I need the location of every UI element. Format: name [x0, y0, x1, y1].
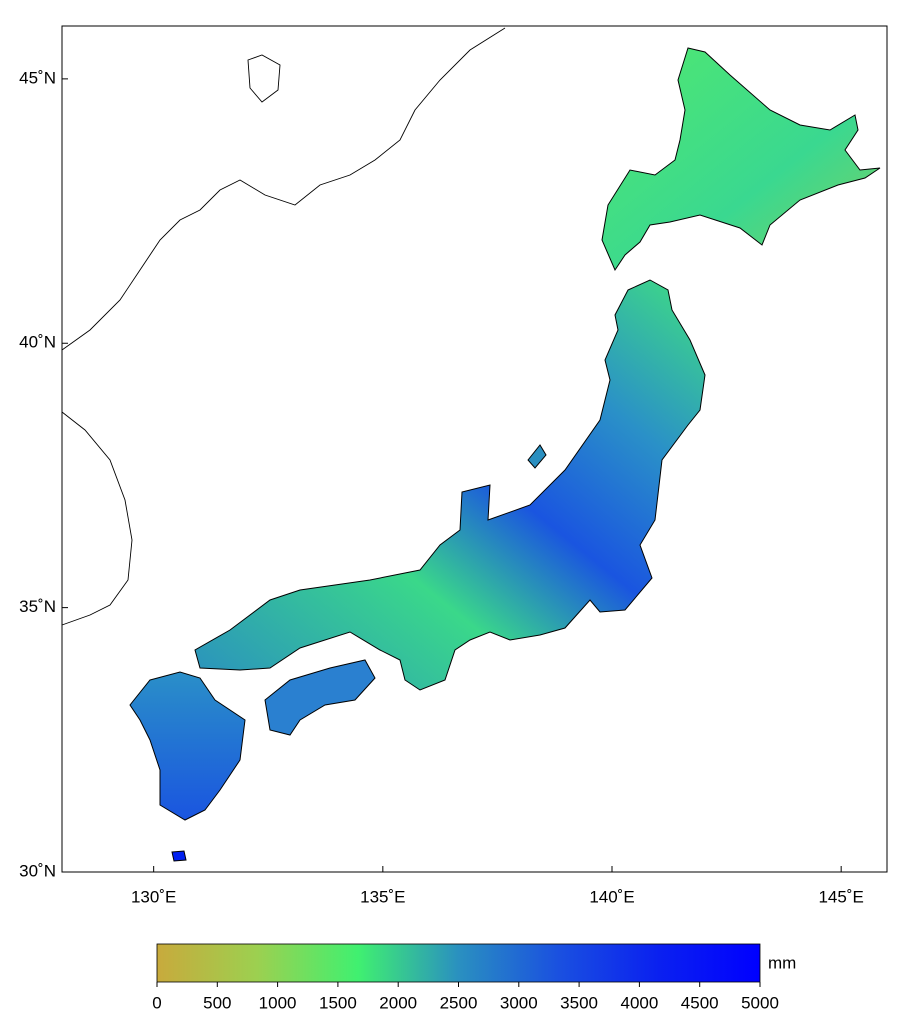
x-tick-label: 140˚E	[589, 887, 634, 906]
colorbar-tick-label: 2500	[440, 993, 478, 1012]
colorbar	[156, 943, 761, 983]
colorbar-tick-label: 3000	[500, 993, 538, 1012]
colorbar-tick-label: 3500	[560, 993, 598, 1012]
map-frame	[61, 25, 888, 873]
colorbar-tick-label: 1500	[319, 993, 357, 1012]
coastline-mainland	[61, 27, 506, 626]
x-tick-label: 145˚E	[818, 887, 863, 906]
colorbar-tick-label: 5000	[741, 993, 779, 1012]
y-tick-label: 30˚N	[19, 861, 56, 880]
colorbar-tick-label: 4500	[681, 993, 719, 1012]
y-tick-label: 40˚N	[19, 333, 56, 352]
colorbar-tick-label: 4000	[620, 993, 658, 1012]
japan-islands	[129, 47, 881, 862]
x-tick-label: 130˚E	[131, 887, 176, 906]
x-tick-label: 135˚E	[360, 887, 405, 906]
y-tick-label: 35˚N	[19, 597, 56, 616]
colorbar-tick-label: 1000	[259, 993, 297, 1012]
colorbar-tick-label: 0	[152, 993, 161, 1012]
y-tick-label: 45˚N	[19, 68, 56, 87]
colorbar-label: mm	[768, 953, 796, 972]
colorbar-tick-label: 2000	[379, 993, 417, 1012]
colorbar-tick-label: 500	[203, 993, 231, 1012]
